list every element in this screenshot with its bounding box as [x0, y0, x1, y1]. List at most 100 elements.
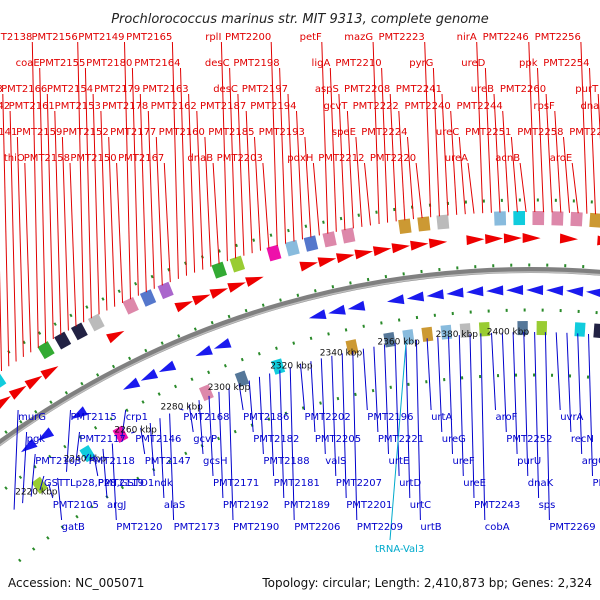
forward-gene-label[interactable]: PMT2258	[517, 127, 563, 138]
reverse-gene-label[interactable]: PMT2189	[284, 500, 330, 511]
reverse-gene-label[interactable]: PMT2207	[336, 478, 382, 489]
forward-gene-label[interactable]: PMT2152	[62, 127, 108, 138]
forward-gene-label[interactable]: PMT2224	[361, 127, 407, 138]
reverse-gene-label[interactable]: PMT2173	[174, 522, 220, 533]
reverse-gene-label[interactable]: PMT2146	[135, 434, 181, 445]
reverse-gene-label[interactable]: crp1	[126, 412, 148, 423]
forward-gene-label[interactable]: gcvT	[324, 101, 349, 112]
reverse-gene-label[interactable]: PMT2201	[346, 500, 392, 511]
reverse-gene-label[interactable]: PMT2118	[89, 456, 135, 467]
reverse-gene-label[interactable]: PMT2209	[357, 522, 403, 533]
reverse-gene-label[interactable]: PMT2221	[378, 434, 424, 445]
reverse-gene-label[interactable]: dnaK	[528, 478, 554, 489]
forward-gene-label[interactable]: coaE	[16, 58, 40, 69]
reverse-gene-label[interactable]: PMT2103	[35, 456, 81, 467]
reverse-gene-label[interactable]: PMT2188	[263, 456, 309, 467]
forward-gene-label[interactable]: PMT2220	[370, 153, 416, 164]
forward-gene-label[interactable]: PMT2203	[217, 153, 263, 164]
reverse-gene-label[interactable]: gatB	[62, 522, 85, 533]
reverse-gene-label[interactable]: gcvP	[193, 434, 217, 445]
forward-gene-label[interactable]: PMT2197	[242, 84, 288, 95]
forward-gene-label[interactable]: desC	[205, 58, 230, 69]
reverse-gene-label[interactable]: urtD	[399, 478, 421, 489]
forward-gene-label[interactable]: PMT2166	[1, 84, 47, 95]
reverse-gene-label[interactable]: ureF	[453, 456, 475, 467]
reverse-gene-label[interactable]: purU	[517, 456, 541, 467]
forward-gene-label[interactable]: PMT2241	[396, 84, 442, 95]
reverse-gene-label[interactable]: GSTTLp28,P28,GSTO1	[44, 478, 154, 489]
reverse-gene-label[interactable]: PMT2115	[71, 412, 117, 423]
reverse-gene-label[interactable]: PMT2168	[183, 412, 229, 423]
forward-gene-label[interactable]: PMT2179	[94, 84, 140, 95]
forward-gene-label[interactable]: ureD	[461, 58, 485, 69]
forward-gene-label[interactable]: PMT2222	[353, 101, 399, 112]
forward-gene-label[interactable]: ureA	[445, 153, 468, 164]
forward-gene-label[interactable]: desC	[213, 84, 238, 95]
reverse-gene-label[interactable]: PMT2171	[213, 478, 259, 489]
forward-gene-label[interactable]: aspS	[315, 84, 339, 95]
reverse-gene-label[interactable]: PMT2119	[98, 478, 144, 489]
reverse-gene-label[interactable]: gcsH	[203, 456, 228, 467]
reverse-gene-label[interactable]: PMT2117	[80, 434, 126, 445]
forward-gene-label[interactable]: PMT2150	[70, 153, 116, 164]
reverse-gene-label[interactable]: PMT2186	[243, 412, 289, 423]
reverse-gene-label[interactable]: pgk	[27, 434, 46, 445]
forward-gene-label[interactable]: PMT2260	[500, 84, 546, 95]
forward-gene-label[interactable]: PMT2160	[159, 127, 205, 138]
forward-gene-label[interactable]: PMT2185	[208, 127, 254, 138]
forward-gene-label[interactable]: mazG	[344, 32, 373, 43]
reverse-gene-label[interactable]: sps	[539, 500, 556, 511]
forward-gene-label[interactable]: rpsF	[533, 101, 555, 112]
reverse-gene-label[interactable]: argJ	[107, 500, 126, 511]
forward-gene-label[interactable]: PMT2156	[31, 32, 77, 43]
forward-gene-label[interactable]: PMT2138	[0, 32, 32, 43]
reverse-gene-label[interactable]: ndk	[154, 478, 173, 489]
reverse-gene-label[interactable]: murG	[18, 412, 46, 423]
forward-gene-label[interactable]: PMT2251	[465, 127, 511, 138]
forward-gene-label[interactable]: petF	[300, 32, 322, 43]
forward-gene-label[interactable]: PMT2163	[142, 84, 188, 95]
reverse-gene-label[interactable]: PMT2243	[474, 500, 520, 511]
reverse-gene-label[interactable]: PMT2202	[305, 412, 351, 423]
forward-gene-label[interactable]: PMT2162	[151, 101, 197, 112]
forward-gene-label[interactable]: PMT2194	[250, 101, 296, 112]
forward-gene-label[interactable]: PMT2272	[569, 127, 600, 138]
forward-gene-label[interactable]: acnB	[495, 153, 520, 164]
forward-gene-label[interactable]: aroE	[550, 153, 572, 164]
forward-gene-label[interactable]: ligA	[312, 58, 331, 69]
forward-gene-label[interactable]: PMT2187	[200, 101, 246, 112]
forward-gene-label[interactable]: PMT2143	[0, 84, 3, 95]
forward-gene-label[interactable]: ureB	[471, 84, 494, 95]
forward-gene-label[interactable]: PMT2149	[78, 32, 124, 43]
forward-gene-label[interactable]: ureC	[436, 127, 459, 138]
forward-gene-label[interactable]: PMT2244	[456, 101, 502, 112]
forward-gene-label[interactable]: PMT2159	[16, 127, 62, 138]
forward-gene-label[interactable]: PMT2142	[0, 101, 10, 112]
forward-gene-label[interactable]: dnaB	[187, 153, 213, 164]
reverse-gene-label[interactable]: PMT2205	[315, 434, 361, 445]
reverse-gene-label[interactable]: PMT2182	[253, 434, 299, 445]
reverse-gene-label[interactable]: urtB	[420, 522, 441, 533]
forward-gene-label[interactable]: PMT2256	[535, 32, 581, 43]
reverse-gene-label[interactable]: urtE	[389, 456, 410, 467]
reverse-gene-label[interactable]: PMT2120	[116, 522, 162, 533]
reverse-gene-label[interactable]: PMT2206	[294, 522, 340, 533]
forward-gene-label[interactable]: PMT2161	[9, 101, 55, 112]
reverse-gene-label[interactable]: recN	[571, 434, 594, 445]
reverse-gene-label[interactable]: alaS	[164, 500, 185, 511]
reverse-gene-label[interactable]: PMT2196	[367, 412, 413, 423]
reverse-gene-label[interactable]: PMT2147	[145, 456, 191, 467]
reverse-gene-label[interactable]: PMT2269	[549, 522, 595, 533]
forward-gene-label[interactable]: PMT2254	[543, 58, 589, 69]
reverse-gene-label[interactable]: ureG	[442, 434, 466, 445]
forward-gene-label[interactable]: PMT2167	[118, 153, 164, 164]
reverse-gene-label[interactable]: PMT2105	[53, 500, 99, 511]
forward-gene-label[interactable]: PMT2198	[233, 58, 279, 69]
reverse-gene-label[interactable]: valS	[325, 456, 346, 467]
forward-gene-label[interactable]: PMT2155	[39, 58, 85, 69]
rna-gene-label[interactable]: tRNA-Val3	[375, 544, 424, 555]
forward-gene-label[interactable]: rplI	[205, 32, 221, 43]
forward-gene-label[interactable]: PMT2223	[378, 32, 424, 43]
forward-gene-label[interactable]: PMT2200	[225, 32, 271, 43]
forward-gene-label[interactable]: PMT2178	[102, 101, 148, 112]
